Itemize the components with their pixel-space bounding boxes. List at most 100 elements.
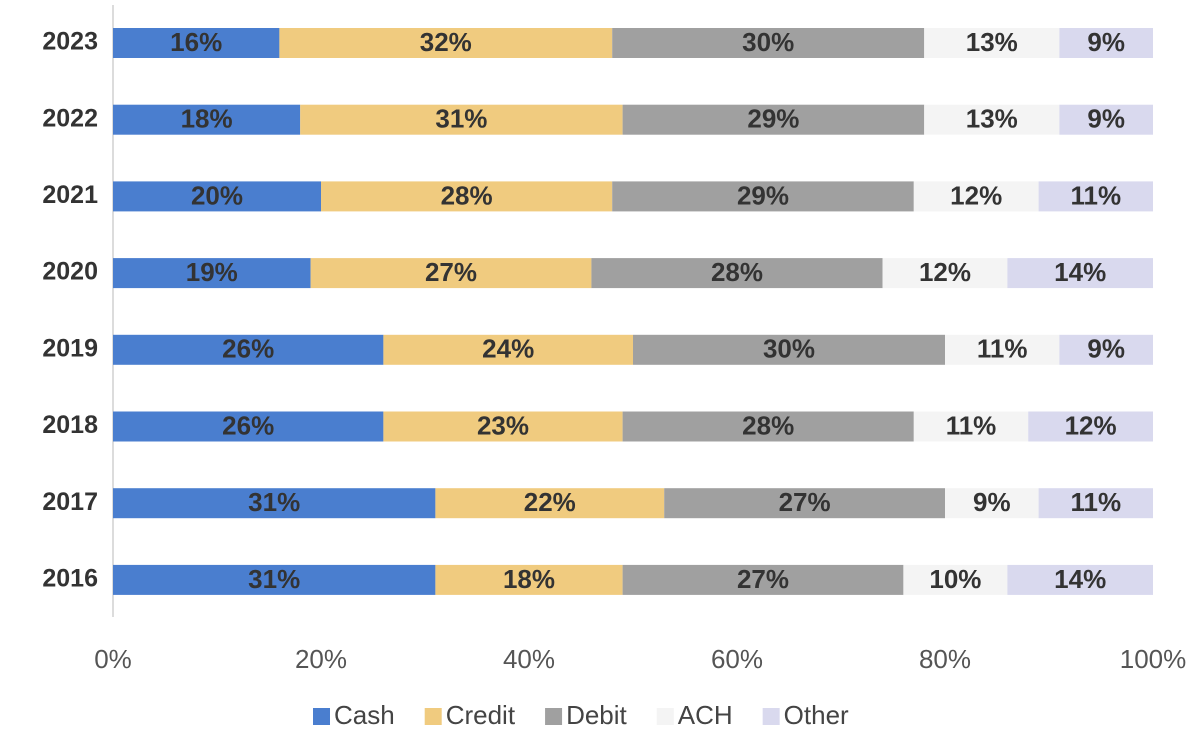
bar-segment <box>435 488 665 519</box>
data-label: 16% <box>170 27 222 57</box>
bar-segment <box>113 28 280 58</box>
bar-segment <box>383 411 623 442</box>
bar-segment <box>435 564 623 595</box>
bar-segment <box>113 258 311 289</box>
y-tick-label: 2018 <box>42 411 98 439</box>
data-label: 13% <box>966 27 1018 57</box>
data-label: 28% <box>711 257 763 287</box>
bar-segment <box>1038 488 1153 519</box>
x-tick-label: 100% <box>1120 644 1187 674</box>
data-label: 29% <box>737 180 789 210</box>
data-label: 27% <box>425 257 477 287</box>
data-label: 9% <box>973 487 1011 517</box>
bar-segment <box>903 564 1008 595</box>
bar-segment <box>945 488 1039 519</box>
bar-segment <box>279 28 613 58</box>
bar-segment <box>913 411 1029 442</box>
legend-swatch <box>656 708 674 725</box>
legend-label: Debit <box>566 700 627 730</box>
data-label: 28% <box>441 180 493 210</box>
bar-segment <box>113 181 321 212</box>
legend-swatch <box>313 708 330 725</box>
y-tick-label: 2021 <box>42 181 98 209</box>
x-tick-label: 40% <box>503 644 555 674</box>
data-label: 30% <box>742 27 794 57</box>
data-label: 22% <box>524 487 576 517</box>
bar-segment <box>113 488 436 519</box>
y-tick-label: 2016 <box>42 565 98 593</box>
data-label: 23% <box>477 410 529 440</box>
legend-swatch <box>762 708 780 725</box>
bar-segment <box>113 411 384 442</box>
data-label: 27% <box>779 487 831 517</box>
x-tick-label: 60% <box>711 644 763 674</box>
data-label: 26% <box>222 410 274 440</box>
x-tick-label: 20% <box>295 644 347 674</box>
bar-segment <box>612 181 914 212</box>
bar-segment <box>622 104 925 135</box>
legend-swatch <box>545 708 563 725</box>
data-label: 11% <box>1070 180 1121 210</box>
data-label: 31% <box>248 487 300 517</box>
bar-segment <box>612 28 925 58</box>
bar-segment <box>1059 28 1153 58</box>
bar-segment <box>633 334 945 365</box>
data-label: 29% <box>747 104 799 134</box>
bar-segment <box>924 104 1060 135</box>
data-label: 26% <box>222 334 274 364</box>
bar-segment <box>113 334 384 365</box>
bar-segment <box>1038 181 1153 212</box>
bar-segment <box>924 28 1060 58</box>
data-label: 24% <box>482 334 534 364</box>
data-label: 9% <box>1087 27 1125 57</box>
data-label: 9% <box>1087 334 1125 364</box>
legend-label: Credit <box>446 700 516 730</box>
legend-label: Other <box>784 700 849 730</box>
data-label: 20% <box>191 180 243 210</box>
bar-segment <box>1059 104 1153 135</box>
bar-segment <box>300 104 623 135</box>
bar-segment <box>882 258 1008 289</box>
bar-segment <box>622 411 914 442</box>
data-label: 11% <box>977 334 1028 364</box>
bar-segment <box>1007 258 1153 289</box>
data-label: 19% <box>186 257 238 287</box>
bar-segment <box>383 334 633 365</box>
data-label: 13% <box>966 104 1018 134</box>
data-label: 11% <box>1070 487 1121 517</box>
bar-segment <box>113 104 301 135</box>
data-label: 14% <box>1054 257 1106 287</box>
data-label: 32% <box>420 27 472 57</box>
data-label: 12% <box>1065 410 1117 440</box>
bar-segment <box>622 564 904 595</box>
y-tick-label: 2020 <box>42 258 98 286</box>
y-tick-label: 2023 <box>42 28 98 56</box>
y-tick-label: 2017 <box>42 488 98 516</box>
data-label: 12% <box>950 180 1002 210</box>
bar-segment <box>591 258 883 289</box>
y-tick-label: 2022 <box>42 104 98 132</box>
bar-segment <box>913 181 1039 212</box>
bar-segment <box>321 181 613 212</box>
bar-segment <box>664 488 945 519</box>
data-label: 11% <box>946 410 997 440</box>
data-label: 27% <box>737 564 789 594</box>
data-label: 18% <box>503 564 555 594</box>
legend-swatch <box>424 708 442 725</box>
data-label: 9% <box>1087 104 1125 134</box>
legend-label: Cash <box>334 700 395 730</box>
bar-segment <box>1007 564 1153 595</box>
x-tick-label: 80% <box>919 644 971 674</box>
bar-segment <box>1028 411 1153 442</box>
y-tick-label: 2019 <box>42 334 98 362</box>
data-label: 14% <box>1054 564 1106 594</box>
bar-segment <box>945 334 1060 365</box>
data-label: 30% <box>763 334 815 364</box>
bar-segment <box>310 258 592 289</box>
data-label: 12% <box>919 257 971 287</box>
bar-segment <box>1059 334 1153 365</box>
legend-label: ACH <box>678 700 733 730</box>
data-label: 28% <box>742 410 794 440</box>
bar-segment <box>113 564 436 595</box>
